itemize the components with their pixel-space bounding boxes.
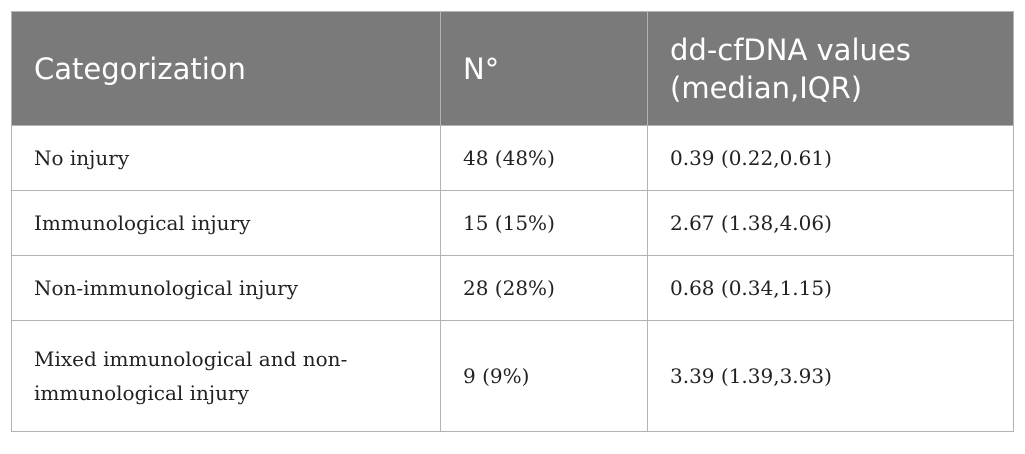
table-row: Mixed immunological and non-immunologica…	[11, 320, 1014, 432]
table-header: Categorization N° dd-cfDNA values (media…	[11, 11, 1014, 126]
header-categorization: Categorization	[11, 11, 441, 126]
cell-count: 15 (15%)	[440, 190, 648, 256]
table-body: No injury 48 (48%) 0.39 (0.22,0.61) Immu…	[11, 125, 1014, 432]
header-count: N°	[440, 11, 648, 126]
cell-category: Non-immunological injury	[11, 255, 441, 321]
cell-count: 9 (9%)	[440, 320, 648, 432]
header-row: Categorization N° dd-cfDNA values (media…	[11, 11, 1014, 126]
cell-category: Immunological injury	[11, 190, 441, 256]
cell-value: 3.39 (1.39,3.93)	[647, 320, 1014, 432]
cell-value: 0.68 (0.34,1.15)	[647, 255, 1014, 321]
cell-count: 28 (28%)	[440, 255, 648, 321]
header-dd-cfdna-values: dd-cfDNA values (median,IQR)	[647, 11, 1014, 126]
cell-category: Mixed immunological and non-immunologica…	[11, 320, 441, 432]
table-row: No injury 48 (48%) 0.39 (0.22,0.61)	[11, 125, 1014, 191]
cell-value: 0.39 (0.22,0.61)	[647, 125, 1014, 191]
table-row: Non-immunological injury 28 (28%) 0.68 (…	[11, 255, 1014, 321]
cell-category: No injury	[11, 125, 441, 191]
data-table: Categorization N° dd-cfDNA values (media…	[11, 11, 1014, 432]
cell-count: 48 (48%)	[440, 125, 648, 191]
cell-value: 2.67 (1.38,4.06)	[647, 190, 1014, 256]
table-row: Immunological injury 15 (15%) 2.67 (1.38…	[11, 190, 1014, 256]
